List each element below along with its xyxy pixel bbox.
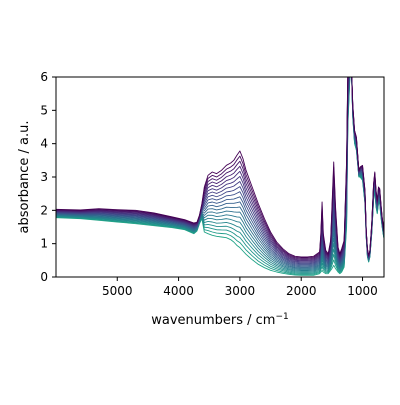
x-axis-label-superscript: −1 (275, 312, 288, 322)
y-tick-label: 3 (40, 170, 48, 184)
plot-background (56, 77, 384, 277)
x-tick-label: 3000 (225, 284, 256, 298)
y-axis: 0 1 2 3 4 5 6 (40, 70, 56, 284)
y-tick-label: 5 (40, 103, 48, 117)
y-tick-label: 0 (40, 270, 48, 284)
x-axis-label-text: wavenumbers / cm (151, 313, 275, 328)
y-tick-label: 1 (40, 237, 48, 251)
spectrum-line (56, 77, 384, 258)
x-tick-label: 1000 (347, 284, 378, 298)
x-tick-label: 5000 (102, 284, 133, 298)
x-axis-label: wavenumbers / cm−1 (151, 312, 289, 328)
x-tick-label: 4000 (163, 284, 194, 298)
y-tick-label: 2 (40, 203, 48, 217)
y-tick-label: 6 (40, 70, 48, 84)
series-layer (56, 77, 384, 276)
x-axis: 5000 4000 3000 2000 1000 (102, 277, 378, 298)
y-tick-label: 4 (40, 137, 48, 151)
x-tick-label: 2000 (286, 284, 317, 298)
y-axis-label: absorbance / a.u. (17, 120, 32, 233)
